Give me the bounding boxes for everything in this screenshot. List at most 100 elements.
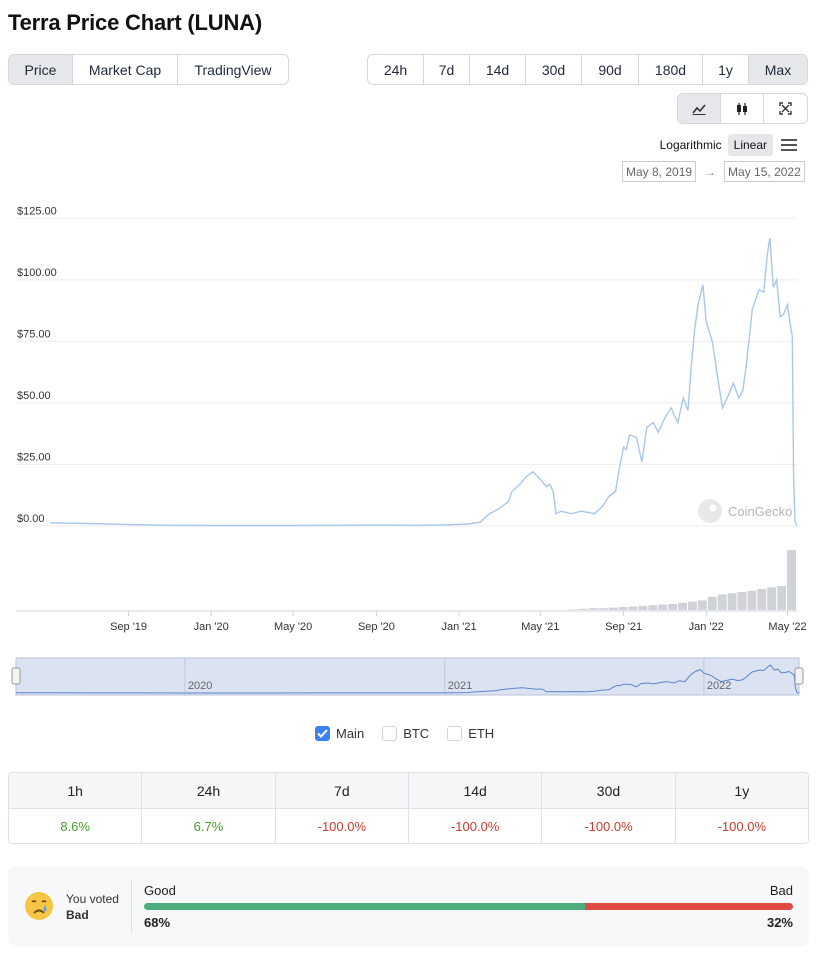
volume-bar — [727, 593, 737, 610]
change-header-1h: 1h — [9, 773, 143, 808]
line-chart-icon — [692, 103, 706, 115]
legend-eth[interactable]: ETH — [447, 726, 494, 741]
x-tick-label: Jan '20 — [194, 621, 229, 633]
volume-bar — [688, 601, 697, 610]
x-tick-label: May '22 — [768, 621, 806, 633]
change-header-14d: 14d — [409, 773, 543, 808]
price-change-table: 1h 24h 7d 14d 30d 1y 8.6% 6.7% -100.0% -100.0% -1… — [8, 772, 809, 844]
scale-toggle: Logarithmic Linear — [654, 134, 797, 156]
x-tick-label: May '20 — [274, 621, 312, 633]
checkbox-eth[interactable] — [447, 726, 463, 741]
coingecko-watermark: CoinGecko — [698, 499, 792, 523]
navigator-tick-label: 2022 — [707, 680, 731, 692]
navigator-tick-label: 2021 — [448, 680, 472, 692]
volume-bar — [648, 605, 658, 610]
view-tabs: Price Market Cap TradingView — [8, 54, 289, 85]
page-title: Terra Price Chart (LUNA) — [8, 10, 262, 35]
volume-bar — [767, 587, 777, 610]
y-tick-label: $75.00 — [17, 328, 51, 340]
divider — [131, 880, 132, 932]
range-7d-button[interactable]: 7d — [424, 55, 470, 84]
arrow-right-icon: → — [704, 164, 717, 179]
range-tabs: 24h 7d 14d 30d 90d 180d 1y Max — [367, 54, 808, 85]
range-90d-button[interactable]: 90d — [582, 55, 639, 84]
volume-bar — [707, 596, 717, 610]
change-value-30d: -100.0% — [542, 809, 676, 843]
checkbox-main[interactable] — [315, 726, 330, 741]
vote-status: You voted Bad — [66, 891, 119, 923]
watermark-text: CoinGecko — [728, 504, 792, 519]
range-180d-button[interactable]: 180d — [639, 55, 703, 84]
tab-tradingview[interactable]: TradingView — [194, 61, 272, 78]
change-value-1h: 8.6% — [9, 809, 143, 843]
range-1y-button[interactable]: 1y — [703, 55, 749, 84]
volume-bar — [598, 608, 608, 610]
candlestick-icon — [735, 102, 749, 116]
volume-bar — [697, 600, 707, 610]
tab-price[interactable]: Price — [9, 55, 73, 84]
price-chart[interactable]: $0.00 $25.00 $50.00 $75.00 $100.00 $125.00 Coi… — [0, 190, 819, 710]
date-to-input[interactable]: May 15, 2022 — [724, 161, 805, 182]
sad-face-icon — [25, 892, 53, 920]
y-tick-label: $0.00 — [17, 513, 45, 525]
volume-bar — [777, 586, 787, 610]
change-header-30d: 30d — [542, 773, 676, 808]
volume-bar — [717, 594, 727, 610]
range-14d-button[interactable]: 14d — [470, 55, 526, 84]
range-max-button[interactable]: Max — [749, 55, 807, 84]
volume-bar — [579, 608, 588, 610]
range-24h-button[interactable]: 24h — [368, 55, 424, 84]
legend-label: ETH — [468, 726, 495, 741]
vote-good-bar — [144, 903, 586, 910]
volume-bar — [757, 589, 767, 610]
legend-label: Main — [336, 726, 365, 741]
navigator-line — [15, 664, 800, 694]
scale-linear-button[interactable]: Linear — [727, 134, 773, 156]
check-icon — [317, 729, 328, 738]
navigator-left-handle[interactable] — [11, 667, 21, 685]
volume-bar — [787, 550, 796, 610]
change-value-14d: -100.0% — [409, 809, 543, 843]
chart-legend: Main BTC ETH — [315, 726, 512, 741]
y-tick-label: $25.00 — [17, 451, 51, 463]
volume-bar — [618, 607, 628, 610]
checkbox-btc[interactable] — [382, 726, 398, 741]
fullscreen-button[interactable] — [764, 94, 807, 123]
vote-ratio-bar — [144, 903, 793, 910]
sentiment-vote: You voted Bad Good Bad 68% 32% — [8, 866, 809, 946]
navigator-right-handle[interactable] — [794, 667, 804, 685]
change-header-7d: 7d — [276, 773, 409, 808]
tab-market-cap[interactable]: Market Cap — [73, 55, 178, 84]
vote-bad-label: Bad — [769, 883, 793, 898]
hamburger-menu-icon[interactable] — [781, 139, 797, 151]
candlestick-button[interactable] — [721, 94, 764, 123]
volume-bar — [668, 604, 678, 610]
line-chart-button[interactable] — [678, 94, 721, 123]
fullscreen-icon — [779, 102, 792, 115]
date-from-input[interactable]: May 8, 2019 — [622, 161, 697, 182]
vote-good-percent: 68% — [144, 915, 171, 930]
chart-type-tabs — [677, 93, 808, 124]
y-tick-label: $100.00 — [17, 267, 57, 279]
volume-bar — [628, 606, 638, 610]
navigator-range[interactable] — [15, 657, 800, 696]
legend-main[interactable]: Main — [315, 726, 364, 741]
change-header-1y: 1y — [734, 782, 750, 799]
change-value-7d: -100.0% — [276, 809, 409, 843]
range-30d-button[interactable]: 30d — [526, 55, 582, 84]
x-tick-label: Sep '19 — [110, 621, 147, 633]
legend-btc[interactable]: BTC — [382, 726, 429, 741]
volume-bar — [638, 605, 648, 610]
price-line — [49, 237, 798, 527]
change-value-24h: 6.7% — [142, 809, 276, 843]
coingecko-logo-eye — [709, 504, 717, 512]
coingecko-logo-icon — [698, 499, 722, 523]
vote-bad-percent: 32% — [766, 915, 793, 930]
change-header-24h: 24h — [142, 773, 276, 808]
legend-label: BTC — [403, 726, 430, 741]
volume-bar — [747, 590, 757, 610]
volume-bar — [608, 607, 618, 610]
vote-bad-bar — [585, 903, 793, 910]
volume-bar — [678, 602, 687, 610]
scale-logarithmic-button[interactable]: Logarithmic — [659, 138, 722, 152]
